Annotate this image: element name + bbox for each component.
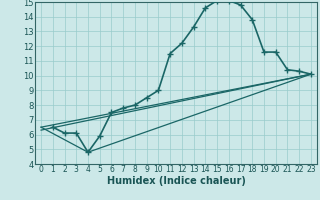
X-axis label: Humidex (Indice chaleur): Humidex (Indice chaleur) bbox=[107, 176, 245, 186]
